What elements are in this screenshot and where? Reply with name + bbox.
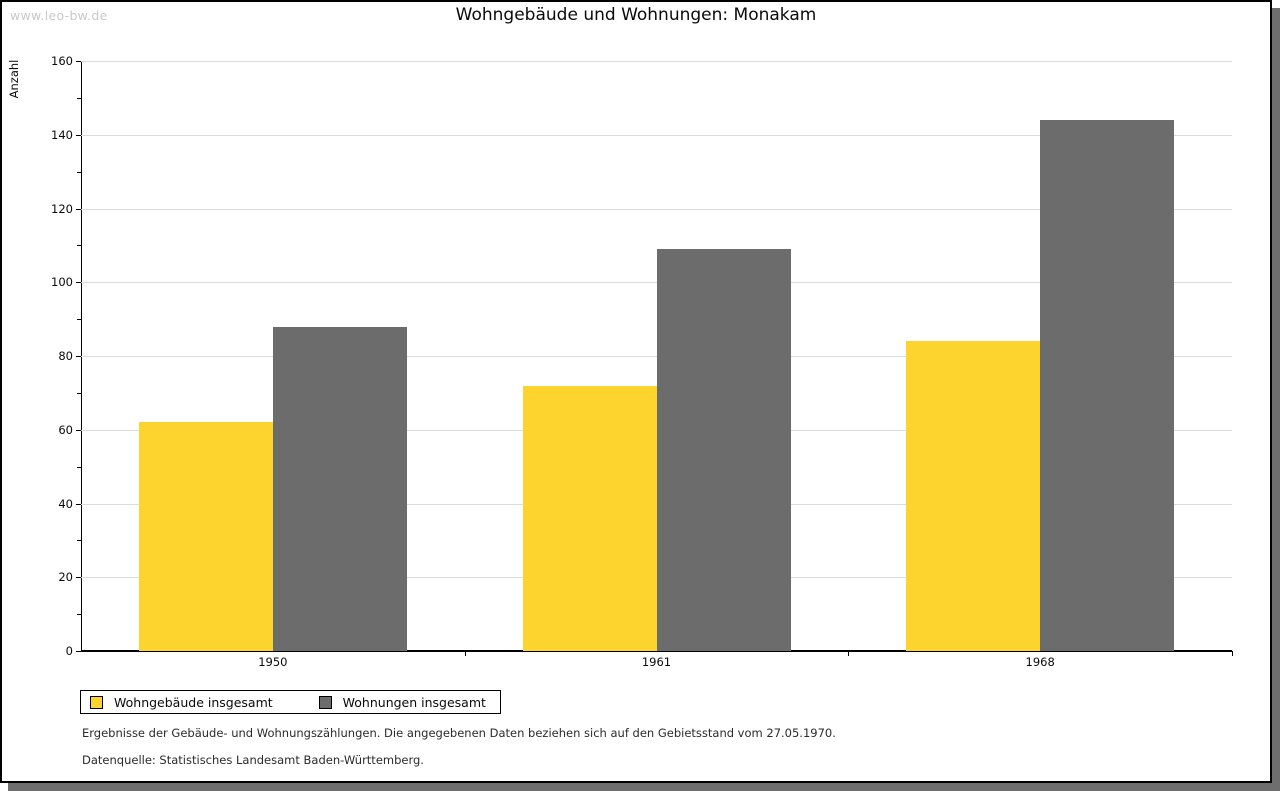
y-tick-major-140 [76, 134, 81, 136]
legend-label: Wohnungen insgesamt [342, 694, 486, 710]
y-tick-major-0 [76, 651, 81, 652]
chart-legend: Wohngebäude insgesamt Wohnungen insgesam… [80, 690, 501, 714]
y-tick-label-140: 140 [51, 127, 73, 142]
y-tick-label-120: 120 [51, 201, 73, 216]
gridline-y-120 [81, 208, 1232, 210]
bar-group-1961 [522, 61, 791, 651]
x-axis-boundary-tick-1 [464, 651, 466, 656]
y-tick-minor-110 [77, 245, 81, 247]
footnote-line-2: Datenquelle: Statistisches Landesamt Bad… [82, 753, 424, 767]
x-axis-line [81, 650, 1232, 652]
y-tick-major-120 [76, 208, 81, 210]
chart-plot-area: 160 140 120 100 80 60 40 20 0 1950 1961 1968 [51, 54, 1233, 669]
y-tick-minor-50 [77, 466, 81, 468]
y-tick-minor-90 [77, 319, 81, 321]
bar-1961-series-1 [656, 249, 791, 651]
watermark: www.leo-bw.de [10, 8, 108, 23]
y-tick-major-40 [76, 503, 81, 505]
y-tick-label-80: 80 [58, 349, 73, 363]
bar-group-1950 [138, 61, 407, 651]
x-axis-boundary-tick-2 [848, 651, 850, 656]
y-axis-title: Anzahl [7, 59, 21, 99]
y-tick-label-60: 60 [58, 422, 73, 437]
y-tick-major-60 [76, 429, 81, 431]
y-tick-minor-150 [77, 97, 81, 99]
y-tick-label-0: 0 [65, 644, 73, 658]
bar-1968-series-1 [1040, 120, 1175, 651]
y-tick-major-80 [76, 356, 81, 357]
bar-1950-series-1 [272, 326, 407, 651]
bar-group-1968 [906, 61, 1175, 651]
x-tick-label-1968: 1968 [1025, 655, 1055, 669]
x-tick-label-1950: 1950 [258, 655, 288, 669]
legend-swatch-gray [318, 695, 332, 709]
legend-label: Wohngebäude insgesamt [114, 694, 273, 710]
bar-1961-series-0 [522, 385, 657, 651]
footnote-line-1: Ergebnisse der Gebäude- und Wohnungszähl… [82, 726, 836, 740]
y-tick-label-40: 40 [58, 496, 73, 511]
legend-swatch-yellow [90, 695, 103, 709]
y-tick-label-160: 160 [51, 54, 73, 68]
y-tick-label-100: 100 [51, 275, 73, 290]
y-tick-minor-130 [77, 171, 81, 173]
y-tick-label-20: 20 [58, 570, 73, 585]
x-tick-label-1961: 1961 [641, 655, 672, 669]
x-axis-boundary-tick-3 [1232, 651, 1233, 656]
bar-1950-series-0 [138, 422, 273, 651]
legend-item-wohnungen: Wohnungen insgesamt [318, 694, 486, 710]
y-tick-major-20 [76, 577, 81, 579]
y-tick-major-160 [76, 61, 81, 62]
y-tick-minor-30 [77, 540, 81, 542]
chart-title: Wohngebäude und Wohnungen: Monakam [455, 5, 817, 25]
y-tick-major-100 [76, 282, 81, 284]
y-tick-minor-10 [77, 614, 81, 616]
gridline-y-140 [81, 134, 1232, 136]
y-tick-minor-70 [77, 392, 81, 394]
bar-1968-series-0 [906, 341, 1041, 651]
gridline-y-160 [81, 61, 1232, 62]
legend-item-wohngebaeude: Wohngebäude insgesamt [90, 695, 273, 710]
